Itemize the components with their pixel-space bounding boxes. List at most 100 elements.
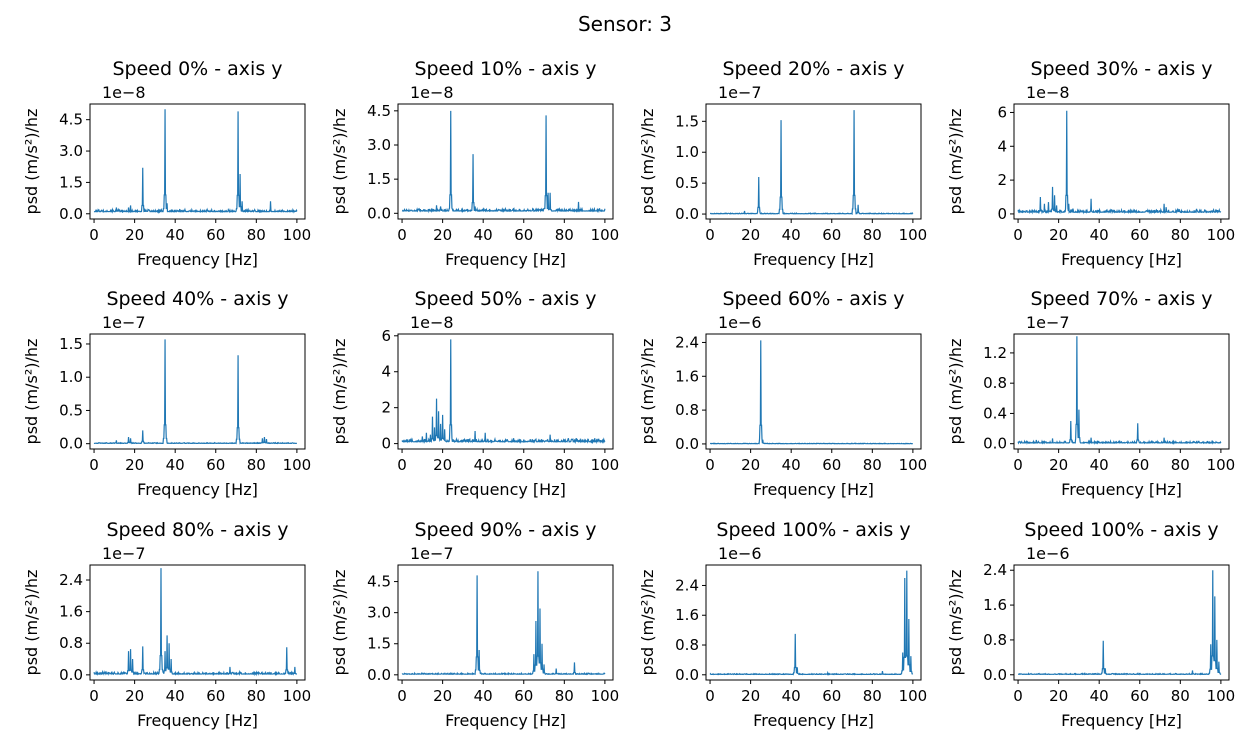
subplot-title: Speed 80% - axis y — [106, 519, 288, 541]
x-tick-label: 40 — [166, 687, 185, 705]
axes-frame — [705, 103, 922, 220]
x-axis-label: Frequency [Hz] — [1061, 250, 1182, 269]
x-tick-label: 20 — [1049, 687, 1068, 705]
x-tick-label: 40 — [474, 687, 493, 705]
y-axis-label: psd (m/s²)/hz — [22, 339, 41, 445]
y-tick-label: 1.5 — [367, 170, 391, 188]
x-tick-label: 100 — [899, 226, 928, 244]
x-tick-label: 80 — [1171, 687, 1190, 705]
y-tick-label: 0.0 — [59, 205, 83, 223]
x-tick-label: 80 — [863, 226, 882, 244]
y-offset-label: 1e−7 — [102, 544, 146, 563]
x-tick-label: 80 — [555, 687, 574, 705]
y-axis-label: psd (m/s²)/hz — [946, 109, 965, 215]
subplot-title: Speed 60% - axis y — [722, 288, 904, 310]
x-tick-label: 80 — [247, 226, 266, 244]
y-tick-label: 1.6 — [675, 606, 699, 624]
x-tick-label: 0 — [397, 226, 407, 244]
subplot-grid: Speed 0% - axis y1e−80 20 40 60 80 1000.01.53… — [22, 58, 1235, 730]
x-tick-label: 60 — [514, 226, 533, 244]
x-tick-label: 0 — [89, 687, 99, 705]
x-tick-label: 100 — [1207, 687, 1236, 705]
subplot-4: Speed 30% - axis y 1e−8 0 20 40 60 80 100 0 2 4 6 Fr… — [946, 58, 1235, 269]
x-tick-label: 40 — [1090, 687, 1109, 705]
x-tick-label: 0 — [705, 687, 715, 705]
x-tick-label: 20 — [741, 226, 760, 244]
x-tick-label: 20 — [1049, 226, 1068, 244]
y-tick-label: 0.8 — [675, 636, 699, 654]
y-tick-label: 0.8 — [59, 634, 83, 652]
y-tick-label: 2 — [381, 399, 391, 417]
y-offset-label: 1e−8 — [1026, 83, 1070, 102]
subplot-12: Speed 100% - axis y 1e−6 0 20 40 60 80 100 0.0 0.… — [946, 519, 1235, 730]
x-tick-label: 100 — [283, 226, 312, 244]
subplot-title: Speed 100% - axis y — [1024, 519, 1218, 541]
y-tick-label: 3.0 — [367, 604, 391, 622]
x-tick-label: 60 — [514, 456, 533, 474]
y-offset-label: 1e−7 — [410, 544, 454, 563]
x-tick-label: 60 — [822, 456, 841, 474]
x-tick-label: 100 — [1207, 226, 1236, 244]
axes-frame — [89, 564, 306, 681]
x-tick-label: 0 — [705, 226, 715, 244]
x-tick-label: 0 — [397, 687, 407, 705]
y-tick-label: 2.4 — [675, 333, 699, 351]
x-tick-label: 60 — [1130, 687, 1149, 705]
y-axis-label: psd (m/s²)/hz — [638, 339, 657, 445]
subplot-title: Speed 20% - axis y — [722, 58, 904, 80]
y-tick-label: 6 — [997, 103, 1007, 121]
x-tick-label: 0 — [705, 456, 715, 474]
subplot-title: Speed 70% - axis y — [1030, 288, 1212, 310]
psd-series-line — [401, 339, 606, 445]
x-tick-label: 60 — [514, 687, 533, 705]
subplot-title: Speed 90% - axis y — [414, 519, 596, 541]
x-axis-label: Frequency [Hz] — [137, 250, 258, 269]
x-tick-label: 20 — [125, 226, 144, 244]
subplot-8: Speed 70% - axis y 1e−7 0 20 40 60 80 100 0.0 0.4… — [946, 288, 1235, 499]
y-tick-label: 0.0 — [675, 666, 699, 684]
x-tick-label: 100 — [899, 456, 928, 474]
y-tick-label: 6 — [381, 327, 391, 345]
y-tick-label: 3.0 — [59, 142, 83, 160]
axes-frame — [397, 103, 614, 220]
x-tick-label: 40 — [1090, 456, 1109, 474]
axes-frame — [89, 103, 306, 220]
y-tick-label: 1.6 — [675, 367, 699, 385]
psd-series-line — [93, 339, 297, 445]
x-tick-label: 60 — [822, 687, 841, 705]
axes-frame — [1013, 564, 1230, 681]
x-tick-label: 40 — [1090, 226, 1109, 244]
y-tick-label: 0.0 — [59, 666, 83, 684]
x-tick-label: 80 — [863, 687, 882, 705]
x-axis-label: Frequency [Hz] — [445, 250, 566, 269]
x-axis-label: Frequency [Hz] — [445, 480, 566, 499]
y-axis-label: psd (m/s²)/hz — [330, 109, 349, 215]
x-tick-label: 20 — [741, 687, 760, 705]
x-axis-label: Frequency [Hz] — [1061, 480, 1182, 499]
x-tick-label: 80 — [863, 456, 882, 474]
subplot-title: Speed 0% - axis y — [112, 58, 282, 80]
y-offset-label: 1e−6 — [1026, 544, 1070, 563]
axes-frame — [1013, 103, 1230, 220]
y-axis-label: psd (m/s²)/hz — [330, 570, 349, 676]
y-tick-label: 1.5 — [59, 335, 83, 353]
y-tick-label: 3.0 — [367, 136, 391, 154]
y-offset-label: 1e−8 — [410, 313, 454, 332]
x-tick-label: 20 — [433, 226, 452, 244]
x-axis-label: Frequency [Hz] — [753, 480, 874, 499]
x-tick-label: 100 — [1207, 456, 1236, 474]
x-tick-label: 80 — [1171, 456, 1190, 474]
x-tick-label: 0 — [89, 456, 99, 474]
x-tick-label: 20 — [125, 456, 144, 474]
y-axis-label: psd (m/s²)/hz — [22, 570, 41, 676]
x-tick-label: 40 — [474, 456, 493, 474]
y-tick-label: 0.5 — [59, 401, 83, 419]
y-tick-label: 2 — [997, 171, 1007, 189]
subplot-title: Speed 10% - axis y — [414, 58, 596, 80]
y-tick-label: 0.0 — [675, 205, 699, 223]
psd-series-line — [709, 570, 914, 676]
psd-series-line — [1017, 110, 1222, 215]
y-tick-label: 2.4 — [675, 576, 699, 594]
subplot-11: Speed 100% - axis y 1e−6 0 20 40 60 80 100 0.0 0.… — [638, 519, 927, 730]
subplot-title: Speed 100% - axis y — [716, 519, 910, 541]
